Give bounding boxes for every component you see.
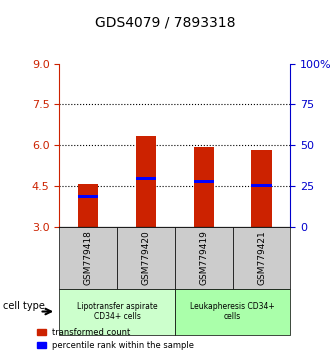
- Bar: [194, 180, 214, 183]
- Text: Leukapheresis CD34+
cells: Leukapheresis CD34+ cells: [190, 302, 275, 321]
- Text: GSM779421: GSM779421: [257, 230, 266, 285]
- Text: cell type: cell type: [3, 301, 45, 311]
- Bar: [78, 195, 98, 198]
- Text: GDS4079 / 7893318: GDS4079 / 7893318: [95, 16, 235, 30]
- Bar: [136, 136, 156, 227]
- Bar: [251, 150, 272, 227]
- Bar: [194, 147, 214, 227]
- Text: Lipotransfer aspirate
CD34+ cells: Lipotransfer aspirate CD34+ cells: [77, 302, 157, 321]
- Bar: [251, 184, 272, 187]
- Text: GSM779418: GSM779418: [84, 230, 93, 285]
- Legend: transformed count, percentile rank within the sample: transformed count, percentile rank withi…: [37, 328, 194, 350]
- Bar: [78, 184, 98, 227]
- Bar: [136, 177, 156, 180]
- Text: GSM779419: GSM779419: [199, 230, 208, 285]
- Text: GSM779420: GSM779420: [142, 230, 150, 285]
